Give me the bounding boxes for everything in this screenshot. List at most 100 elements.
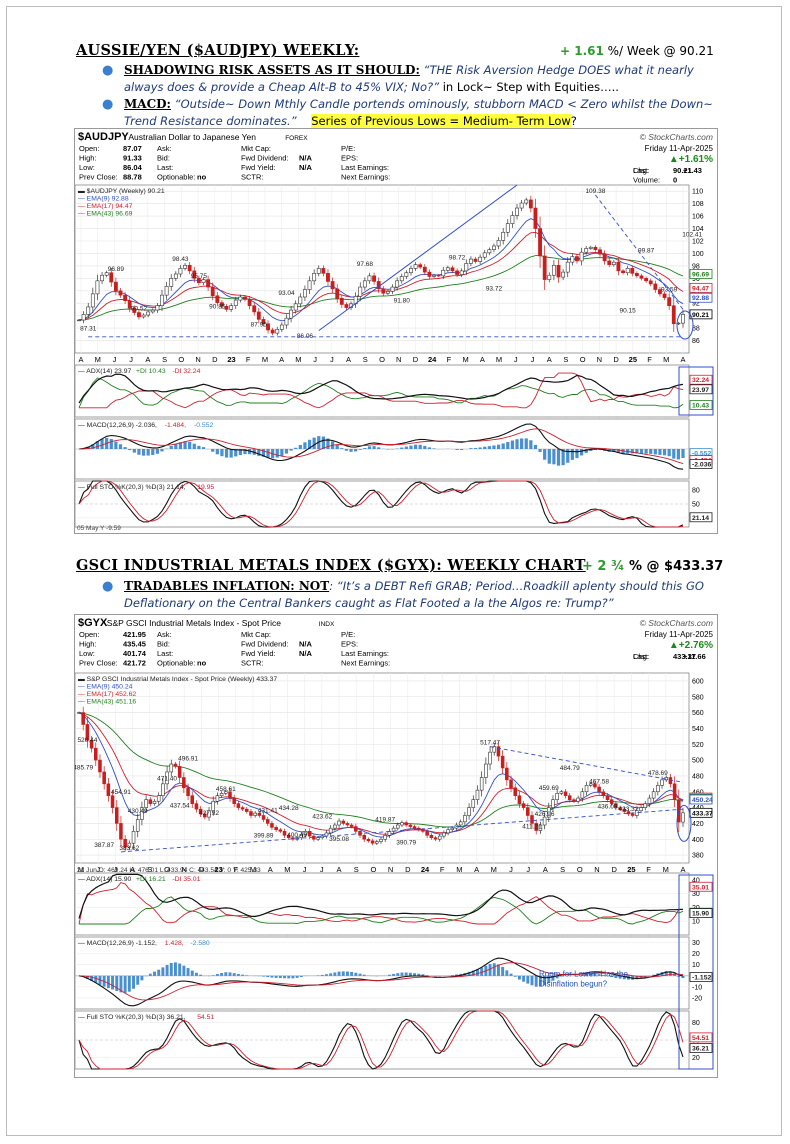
candle-body bbox=[517, 795, 522, 804]
price-tag-label: 450.24 bbox=[692, 797, 713, 804]
y-tick-label: 500 bbox=[692, 758, 704, 765]
candle-body bbox=[413, 264, 418, 269]
candle-body bbox=[399, 276, 404, 282]
header-key: Prev Close: bbox=[79, 173, 118, 182]
macd-histogram-bar bbox=[584, 449, 588, 453]
macd-histogram-bar bbox=[326, 438, 330, 449]
macd-histogram-bar bbox=[141, 449, 146, 456]
indicator-y-tick: 10 bbox=[692, 919, 700, 926]
section1-perf-value: + 1.61 bbox=[560, 44, 604, 58]
price-annotation: 90.85 bbox=[209, 303, 226, 310]
candle-body bbox=[467, 807, 471, 816]
candle-body bbox=[165, 771, 169, 785]
candle-body bbox=[330, 281, 335, 290]
chart-title: S&P GSCI Industrial Metals Index - Spot … bbox=[107, 618, 281, 628]
indicator-y-tick: 20 bbox=[692, 1055, 700, 1062]
chart-header-bg bbox=[75, 615, 717, 673]
candle-body bbox=[561, 271, 566, 278]
candle-body bbox=[266, 323, 270, 331]
indicator-y-tick: 40 bbox=[692, 877, 700, 884]
x-tick-label: N bbox=[594, 865, 599, 874]
x-tick-label: J bbox=[320, 865, 324, 874]
x-tick-label: 23 bbox=[214, 865, 222, 874]
candle-body bbox=[644, 278, 649, 282]
highlight-box bbox=[678, 874, 714, 1070]
x-tick-label: 24 bbox=[421, 865, 430, 874]
candle-body bbox=[270, 329, 275, 334]
price-annotation: 95.75 bbox=[191, 273, 208, 280]
macd-histogram-bar bbox=[95, 441, 100, 449]
macd-histogram-bar bbox=[278, 975, 282, 979]
indicator-tag-label: 23.97 bbox=[692, 387, 709, 394]
candle-body bbox=[526, 807, 530, 816]
candle-body bbox=[593, 246, 598, 251]
candle-body bbox=[192, 270, 197, 279]
candle-body bbox=[500, 755, 505, 769]
price-tag-box bbox=[689, 292, 713, 303]
header-value: 401.74 bbox=[123, 649, 147, 658]
candle-body bbox=[243, 296, 247, 300]
x-tick-label: J bbox=[531, 355, 535, 364]
candle-body bbox=[556, 264, 561, 278]
macd-histogram-bar bbox=[509, 973, 513, 976]
candle-body bbox=[538, 824, 543, 831]
macd-histogram-bar bbox=[676, 449, 681, 460]
candle-body bbox=[232, 797, 236, 804]
candle-body bbox=[396, 824, 400, 829]
x-tick-label: S bbox=[354, 865, 359, 874]
macd-histogram-bar bbox=[487, 446, 491, 449]
macd-histogram-bar bbox=[377, 447, 381, 449]
chart-change-pct: ▲+2.76% bbox=[669, 640, 713, 651]
macd-histogram-bar bbox=[307, 439, 312, 449]
candle-body bbox=[370, 840, 375, 844]
macd-histogram-bar bbox=[467, 971, 471, 976]
header-value: 0 bbox=[673, 176, 677, 185]
macd-histogram-bar bbox=[190, 970, 194, 976]
candle-body bbox=[326, 273, 330, 282]
macd-histogram-bar bbox=[169, 445, 173, 449]
macd-histogram-bar bbox=[425, 975, 429, 976]
macd-histogram-bar bbox=[480, 967, 484, 976]
header-value: 86.04 bbox=[123, 163, 143, 172]
y-tick-label: 400 bbox=[692, 837, 704, 844]
indicator-tag-box bbox=[689, 972, 713, 982]
candle-body bbox=[551, 264, 556, 276]
macd-histogram-bar bbox=[501, 443, 505, 449]
candle-body bbox=[341, 820, 346, 824]
macd-histogram-bar bbox=[668, 971, 672, 976]
x-tick-label: M bbox=[462, 355, 468, 364]
x-tick-label: N bbox=[597, 355, 602, 364]
x-tick-label: J bbox=[526, 865, 530, 874]
macd-histogram-bar bbox=[358, 973, 362, 976]
chart-symbol: $GYX bbox=[78, 617, 108, 629]
macd-histogram-bar bbox=[192, 443, 196, 449]
macd-histogram-bar bbox=[432, 448, 436, 449]
macd-histogram-bar bbox=[188, 441, 192, 449]
header-value: 91.33 bbox=[123, 154, 142, 163]
price-annotation: 437.54 bbox=[170, 803, 190, 810]
price-legend: — EMA(17) 94.47 bbox=[78, 203, 133, 210]
price-annotation: 478.69 bbox=[648, 770, 668, 777]
candle-body bbox=[404, 272, 409, 277]
section2-bullet-1: ● TRADABLES INFLATION: NOT: “It’s a DEBT … bbox=[96, 578, 716, 612]
macd-histogram-bar bbox=[261, 449, 266, 457]
candle-body bbox=[253, 812, 257, 816]
chart-title-suffix: INDX bbox=[319, 621, 335, 628]
price-annotation: 471.40 bbox=[157, 776, 177, 783]
candle-body bbox=[436, 274, 441, 277]
candle-body bbox=[579, 251, 584, 262]
indicator-y-tick: 30 bbox=[692, 940, 700, 947]
macd-histogram-bar bbox=[128, 449, 132, 451]
x-tick-label: S bbox=[560, 865, 565, 874]
sto-d-line bbox=[78, 1010, 684, 1070]
x-tick-label: A bbox=[130, 865, 135, 874]
macd-histogram-bar bbox=[211, 975, 215, 976]
macd-histogram-bar bbox=[681, 449, 685, 458]
candle-body bbox=[275, 329, 280, 334]
macd-histogram-bar bbox=[601, 974, 605, 976]
y-tick-label: 88 bbox=[692, 326, 700, 333]
candle-body bbox=[98, 759, 102, 773]
candle-body bbox=[146, 311, 151, 316]
candle-body bbox=[337, 820, 341, 826]
macd-histogram-bar bbox=[321, 436, 325, 449]
